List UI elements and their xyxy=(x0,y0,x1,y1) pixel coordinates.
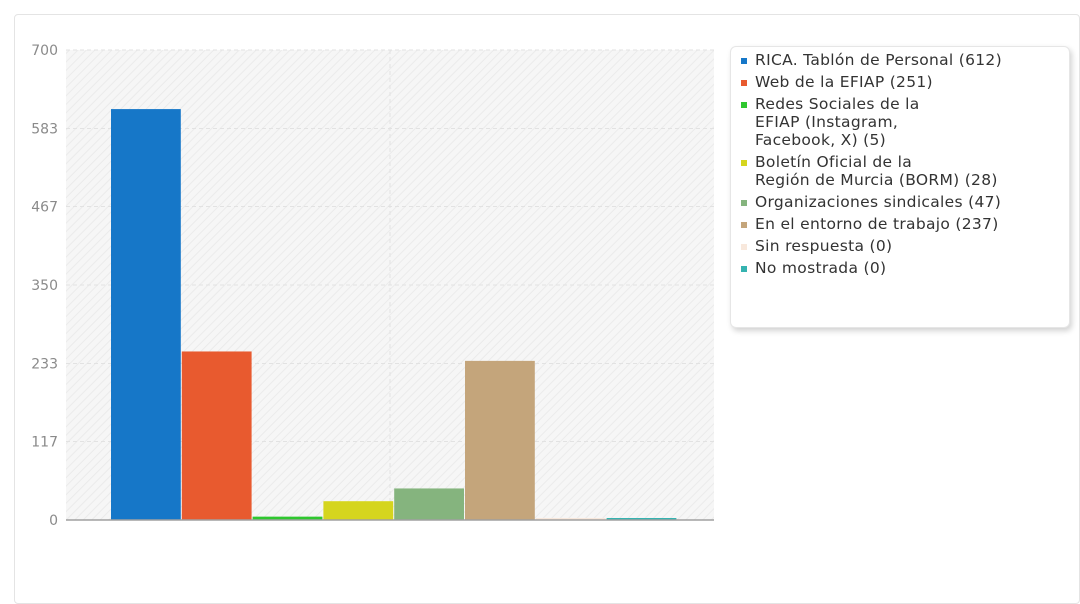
legend-swatch-2 xyxy=(741,80,747,86)
bar-1 xyxy=(111,109,181,520)
y-tick-label-4: 467 xyxy=(31,199,58,215)
legend-item-2[interactable]: Web de la EFIAP (251) xyxy=(741,73,1069,91)
bar-6 xyxy=(465,360,535,520)
legend: RICA. Tablón de Personal (612) Web de la … xyxy=(730,46,1070,328)
legend-label-7: Sin respuesta (0) xyxy=(755,237,893,255)
y-tick-labels: 0 117 233 350 467 583 700 xyxy=(31,43,58,529)
legend-swatch-4 xyxy=(741,160,747,166)
bars xyxy=(111,109,677,520)
legend-item-6[interactable]: En el entorno de trabajo (237) xyxy=(741,215,1069,233)
y-tick-label-1: 117 xyxy=(31,434,58,450)
legend-swatch-3 xyxy=(741,102,747,108)
legend-label-4: Boletín Oficial de la Región de Murcia (… xyxy=(755,153,998,189)
bar-2 xyxy=(181,351,252,520)
legend-label-2: Web de la EFIAP (251) xyxy=(755,73,933,91)
y-tick-label-5: 583 xyxy=(31,122,58,138)
legend-label-1: RICA. Tablón de Personal (612) xyxy=(755,51,1002,69)
y-tick-label-3: 350 xyxy=(31,278,58,294)
bar-4 xyxy=(323,501,394,520)
legend-label-6: En el entorno de trabajo (237) xyxy=(755,215,999,233)
legend-swatch-8 xyxy=(741,266,747,272)
legend-item-3[interactable]: Redes Sociales de la EFIAP (Instagram, F… xyxy=(741,95,1069,149)
legend-swatch-7 xyxy=(741,244,747,250)
bar-7 xyxy=(535,518,606,520)
legend-label-5: Organizaciones sindicales (47) xyxy=(755,193,1002,211)
bar-3 xyxy=(252,516,323,520)
legend-item-1[interactable]: RICA. Tablón de Personal (612) xyxy=(741,51,1069,69)
legend-item-7[interactable]: Sin respuesta (0) xyxy=(741,237,1069,255)
bar-8 xyxy=(606,518,677,520)
legend-label-3: Redes Sociales de la EFIAP (Instagram, F… xyxy=(755,95,920,149)
legend-swatch-6 xyxy=(741,222,747,228)
legend-item-8[interactable]: No mostrada (0) xyxy=(741,259,1069,277)
y-tick-label-0: 0 xyxy=(49,513,58,529)
y-tick-label-2: 233 xyxy=(31,357,58,373)
y-tick-label-6: 700 xyxy=(31,43,58,59)
legend-swatch-5 xyxy=(741,200,747,206)
legend-item-5[interactable]: Organizaciones sindicales (47) xyxy=(741,193,1069,211)
bar-5 xyxy=(394,488,464,520)
legend-label-8: No mostrada (0) xyxy=(755,259,887,277)
legend-swatch-1 xyxy=(741,58,747,64)
legend-item-4[interactable]: Boletín Oficial de la Región de Murcia (… xyxy=(741,153,1069,189)
